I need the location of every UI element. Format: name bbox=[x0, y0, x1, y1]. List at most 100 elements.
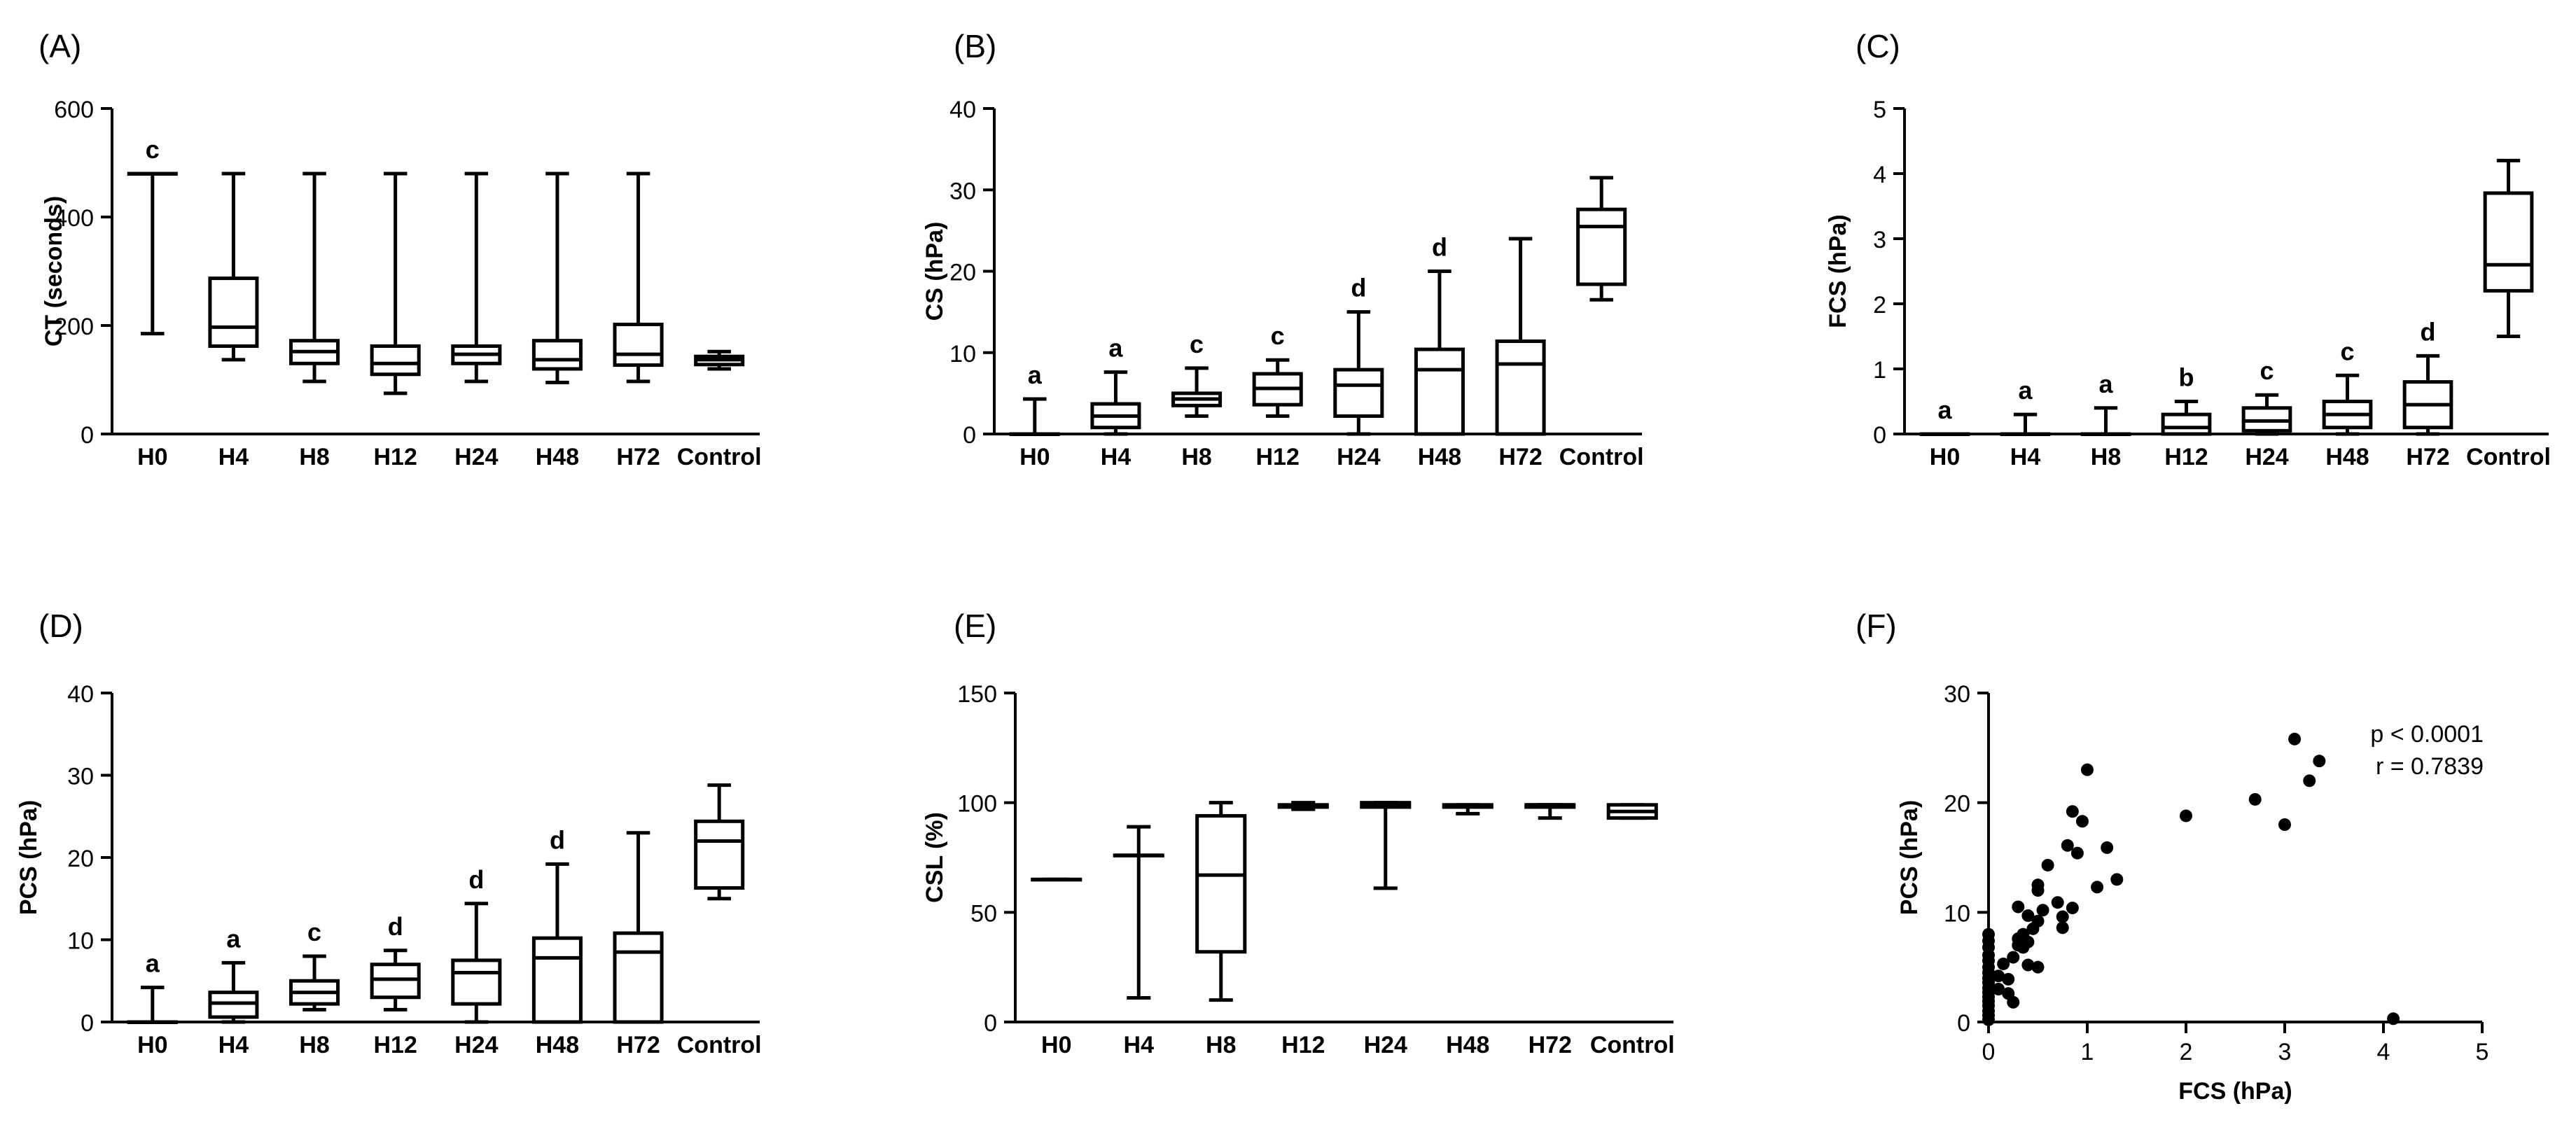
x-tick-label: H48 bbox=[536, 444, 579, 470]
panel-a: (A) 0 200 400 600 CT (seconds) H0 H4 H8 H12 H24 H48… bbox=[39, 28, 762, 470]
box-h48 bbox=[531, 172, 583, 384]
stat-annotation: r = 0.7839 bbox=[2376, 753, 2484, 780]
x-tick-label: H12 bbox=[1256, 444, 1300, 470]
box-h48: c bbox=[2322, 337, 2373, 436]
y-tick-label: 40 bbox=[67, 681, 94, 708]
x-tick-label: H12 bbox=[2164, 444, 2208, 470]
significance-letter: a bbox=[226, 924, 241, 953]
scatter-point bbox=[2031, 960, 2045, 974]
iqr-box bbox=[694, 819, 745, 890]
y-tick-label: 40 bbox=[949, 97, 976, 123]
y-tick-label: 30 bbox=[67, 764, 94, 790]
y-tick-label: 2 bbox=[1873, 292, 1886, 318]
y-tick-label: 4 bbox=[1873, 162, 1886, 188]
iqr-box bbox=[613, 931, 664, 1024]
y-axis-label: PCS (hPa) bbox=[15, 800, 42, 915]
panel-label: (F) bbox=[1856, 608, 1897, 644]
box-h12 bbox=[370, 172, 421, 396]
x-tick-label: Control bbox=[2466, 444, 2551, 470]
scatter-point bbox=[2091, 881, 2104, 894]
y-tick-label: 5 bbox=[1873, 97, 1886, 123]
box-control bbox=[694, 349, 745, 371]
scatter-point bbox=[2110, 873, 2124, 886]
significance-letter: a bbox=[1108, 334, 1123, 363]
x-tick-label: H24 bbox=[454, 444, 498, 470]
box-h24: d bbox=[451, 865, 502, 1024]
box-h24: c bbox=[2241, 356, 2292, 436]
box-h72 bbox=[1524, 803, 1576, 820]
box-control bbox=[1606, 803, 1658, 820]
y-tick-label: 100 bbox=[957, 791, 997, 818]
x-tick-label: H12 bbox=[1281, 1032, 1325, 1058]
scatter-point bbox=[2066, 805, 2079, 818]
scatter-point bbox=[2075, 815, 2089, 828]
box-control bbox=[1576, 176, 1627, 302]
significance-letter: c bbox=[2260, 356, 2274, 385]
scatter-point bbox=[2041, 858, 2054, 872]
y-axis-label: CS (hPa) bbox=[921, 222, 948, 321]
x-tick-label: H72 bbox=[2406, 444, 2449, 470]
panel-label: (D) bbox=[39, 608, 83, 644]
y-tick-label: 0 bbox=[984, 1010, 997, 1037]
iqr-box bbox=[208, 276, 259, 348]
box-h12 bbox=[1277, 801, 1329, 811]
x-tick-label: H8 bbox=[299, 444, 329, 470]
significance-letter: c bbox=[2340, 337, 2354, 365]
box-h12: b bbox=[2161, 363, 2212, 436]
significance-letter: c bbox=[307, 918, 321, 946]
significance-letter: d bbox=[2421, 317, 2436, 346]
x-tick-label: 3 bbox=[2278, 1039, 2292, 1065]
box-h72 bbox=[613, 172, 664, 384]
scatter-point bbox=[2101, 841, 2114, 854]
stat-annotation: p < 0.0001 bbox=[2370, 721, 2484, 748]
iqr-box bbox=[1195, 813, 1247, 954]
box-h0: c bbox=[127, 135, 178, 336]
y-tick-label: 3 bbox=[1873, 227, 1886, 253]
box-h48: d bbox=[531, 825, 583, 1024]
box-h24: d bbox=[1333, 274, 1384, 436]
x-tick-label: H0 bbox=[1930, 444, 1960, 470]
box-control bbox=[2483, 158, 2534, 338]
y-tick-label: 0 bbox=[81, 422, 94, 449]
scatter-point bbox=[2012, 900, 2025, 913]
scatter-point bbox=[2303, 774, 2316, 788]
box-h4: a bbox=[1090, 334, 1141, 436]
x-tick-label: H72 bbox=[616, 1032, 660, 1058]
significance-letter: a bbox=[1028, 360, 1043, 389]
box-h8: c bbox=[289, 918, 340, 1011]
x-tick-label: H0 bbox=[1041, 1032, 1071, 1058]
y-tick-label: 30 bbox=[1944, 681, 1970, 708]
x-tick-label: H4 bbox=[2010, 444, 2041, 470]
x-tick-label: H8 bbox=[1206, 1032, 1236, 1058]
scatter-point bbox=[2070, 846, 2084, 860]
box-h0: a bbox=[127, 949, 178, 1024]
significance-letter: c bbox=[1190, 330, 1204, 358]
y-tick-label: 10 bbox=[67, 928, 94, 955]
significance-letter: c bbox=[1271, 321, 1285, 350]
y-tick-label: 20 bbox=[1944, 791, 1970, 818]
box-h12: c bbox=[1252, 321, 1303, 418]
significance-letter: c bbox=[146, 135, 160, 164]
box-h0: a bbox=[1919, 396, 1970, 436]
panel-b: (B) 0 10 20 30 40 CS (hPa) H0 H4 H8 H12 H24 H48 H72 Co… bbox=[921, 28, 1644, 470]
x-tick-label: H0 bbox=[137, 444, 167, 470]
x-tick-label: Control bbox=[677, 444, 762, 470]
x-tick-label: H72 bbox=[1529, 1032, 1572, 1058]
iqr-box bbox=[2161, 412, 2212, 436]
box-h8 bbox=[1195, 801, 1247, 1002]
scatter-point bbox=[2278, 818, 2291, 831]
scatter-point bbox=[2007, 995, 2020, 1009]
panel-label: (A) bbox=[39, 28, 81, 64]
x-tick-label: H0 bbox=[1019, 444, 1050, 470]
x-tick-label: H4 bbox=[1124, 1032, 1155, 1058]
y-tick-label: 1 bbox=[1873, 357, 1886, 384]
x-tick-label: H0 bbox=[137, 1032, 167, 1058]
x-tick-label: H4 bbox=[1101, 444, 1132, 470]
x-tick-label: H4 bbox=[218, 1032, 249, 1058]
significance-letter: d bbox=[388, 912, 403, 941]
x-tick-label: H24 bbox=[2245, 444, 2288, 470]
scatter-point bbox=[2031, 878, 2045, 892]
y-tick-label: 20 bbox=[67, 846, 94, 872]
x-tick-label: H24 bbox=[454, 1032, 498, 1058]
y-tick-label: 600 bbox=[54, 97, 94, 123]
